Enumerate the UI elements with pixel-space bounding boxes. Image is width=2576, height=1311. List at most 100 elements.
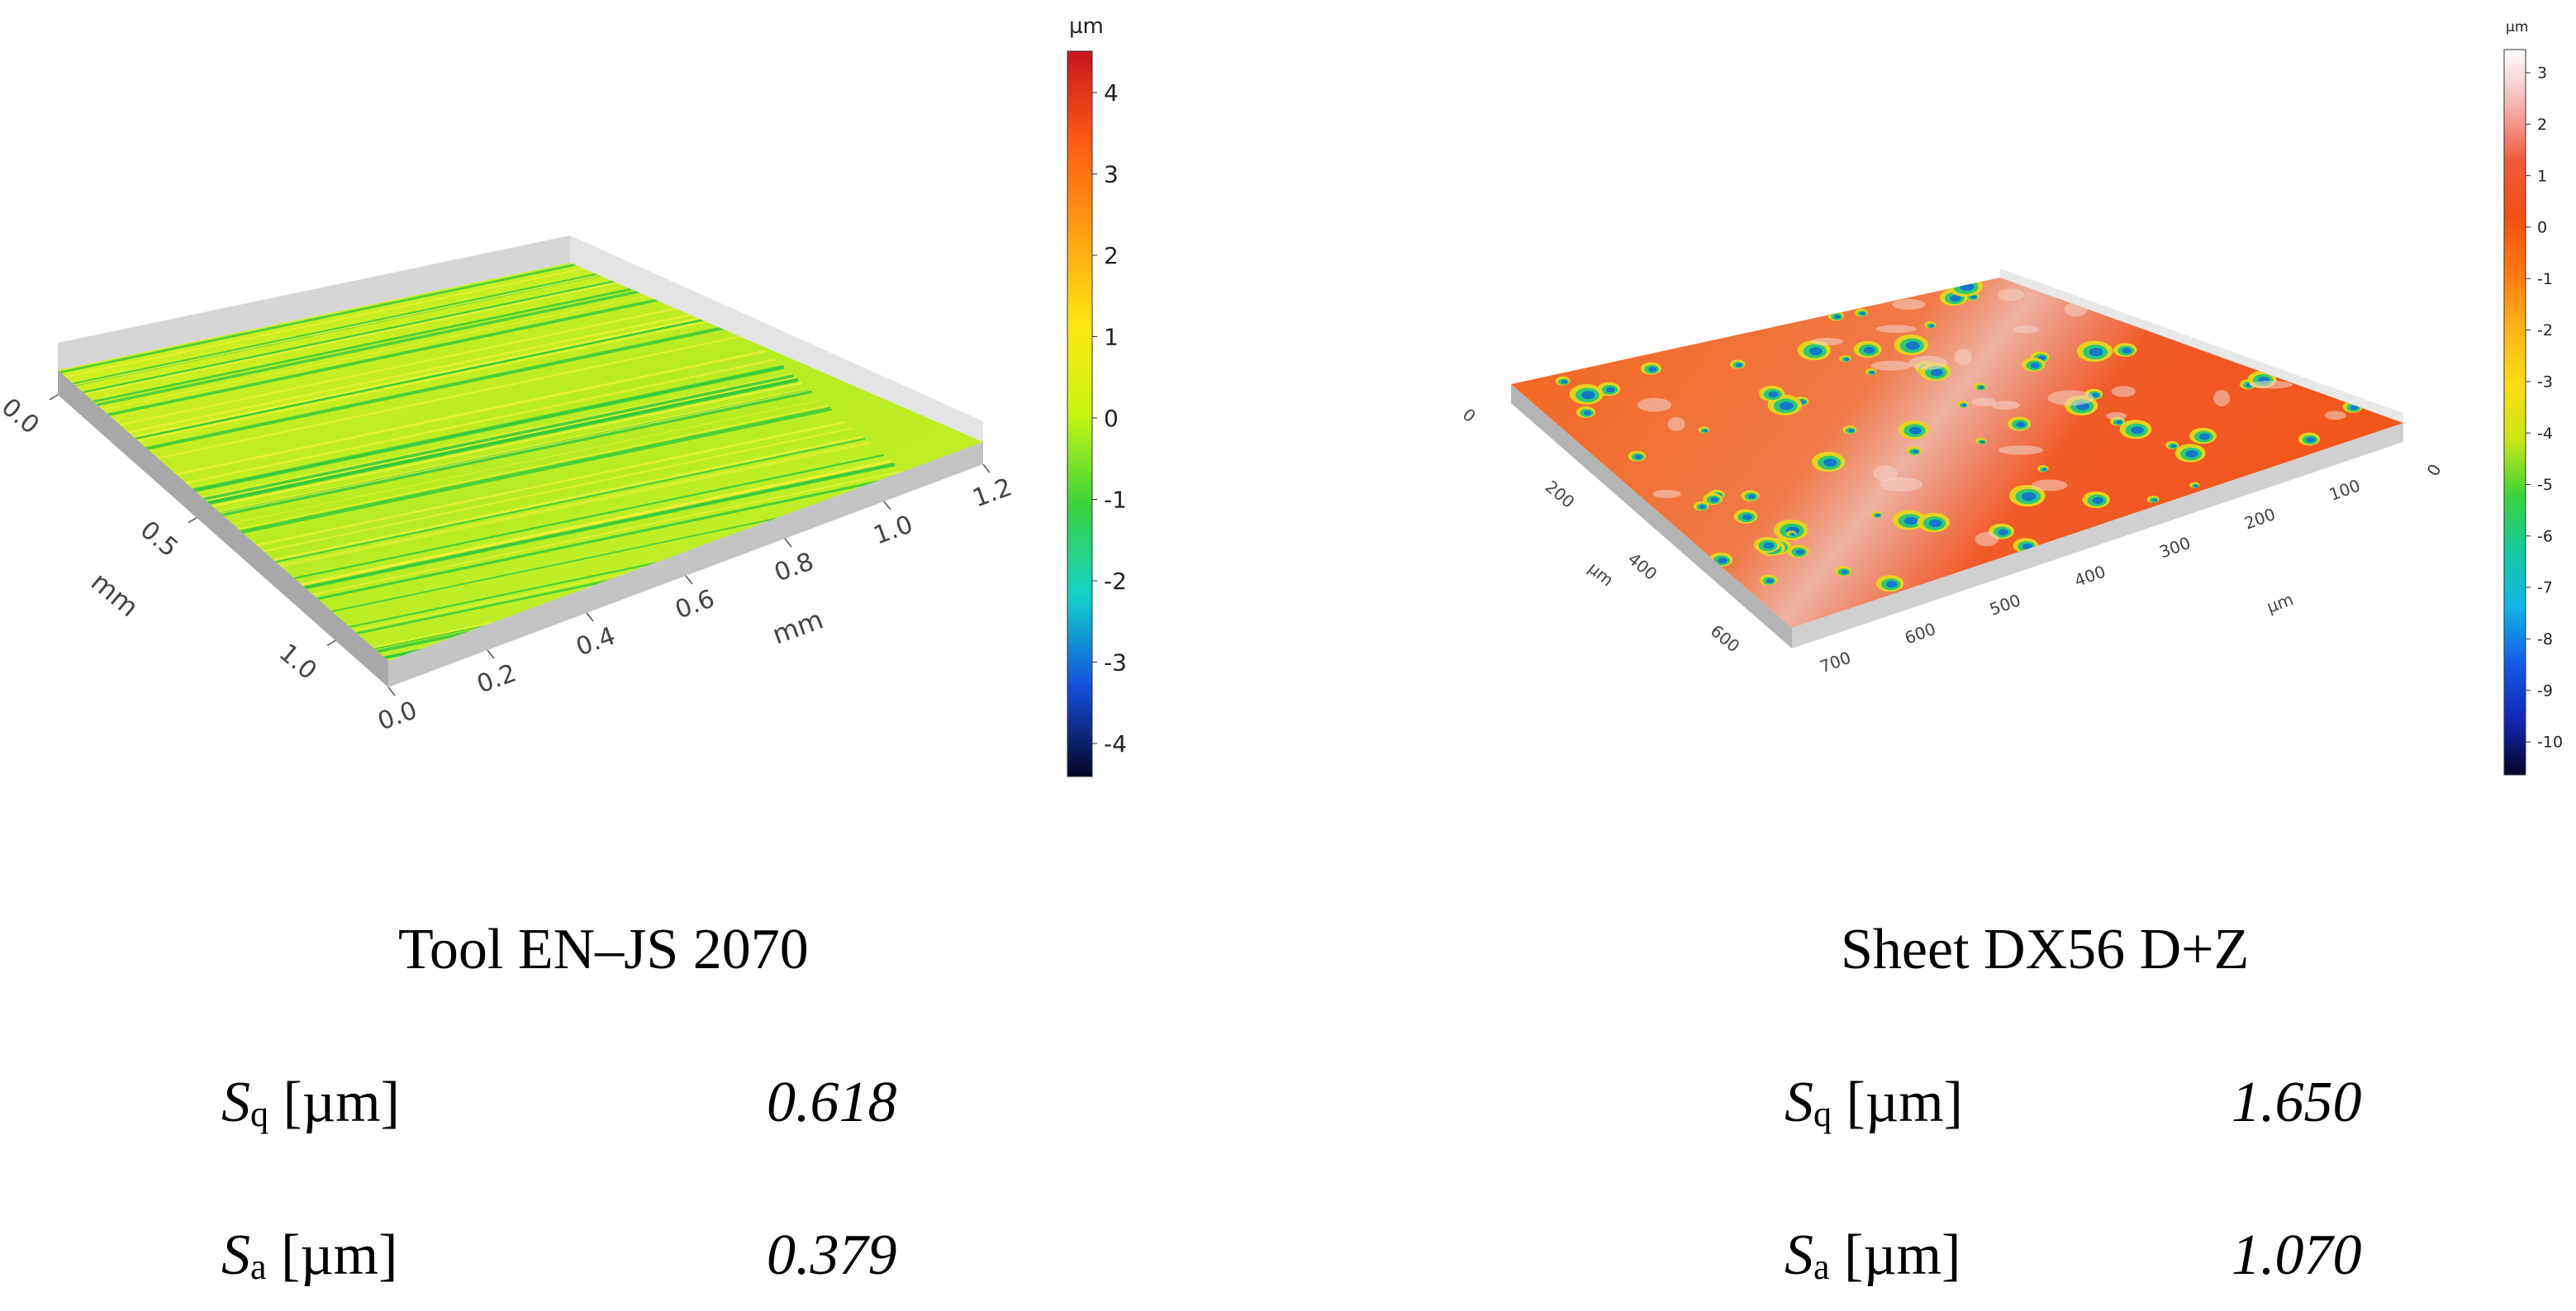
pit-bottom xyxy=(1561,380,1568,384)
groove-line xyxy=(272,463,896,596)
sq-value-sheet: 1.650 xyxy=(2231,1071,2362,1134)
tool-colorbar-unit: µm xyxy=(1069,14,1104,39)
surface-highlight xyxy=(1667,416,1685,431)
pit-bottom xyxy=(1581,391,1595,400)
groove-line xyxy=(188,389,810,521)
x-axis-label: mm xyxy=(768,603,828,650)
groove-line xyxy=(161,366,785,500)
surface-back-wall xyxy=(58,235,570,370)
tool-colorbar-tick-label: 1 xyxy=(1104,323,1119,350)
pit-bottom xyxy=(1763,542,1775,549)
surface-right-wall xyxy=(570,235,983,442)
groove-line xyxy=(209,408,833,541)
sheet-colorbar-tick-label: -5 xyxy=(2537,476,2553,494)
sa-value-tool: 0.379 xyxy=(767,1223,897,1287)
front-tick-label: 600 xyxy=(1707,621,1744,657)
pit-bottom xyxy=(2030,363,2040,368)
surface-highlight xyxy=(2013,325,2039,334)
sheet-back-wall xyxy=(2000,268,2403,423)
pit-bottom xyxy=(1795,549,1804,555)
x-tick-label: 1.2 xyxy=(969,473,1016,513)
pit-bottom xyxy=(1929,324,1935,327)
groove-line xyxy=(113,323,737,458)
surface-highlight xyxy=(1954,349,1972,365)
surface-base-front xyxy=(388,442,983,687)
pit-bottom xyxy=(1808,347,1823,355)
tool-colorbar-tick-label: 3 xyxy=(1104,160,1119,188)
sq-value-tool: 0.618 xyxy=(767,1071,897,1134)
groove-line xyxy=(95,308,719,440)
pit-bottom xyxy=(2306,437,2316,443)
tool-colorbar-tick-label: 2 xyxy=(1104,242,1119,269)
groove-line xyxy=(261,454,885,587)
right-tick-label: 200 xyxy=(2241,504,2278,534)
pit-bottom xyxy=(2185,450,2198,458)
groove-line xyxy=(240,435,863,568)
groove-line xyxy=(87,301,710,433)
surface-base-side xyxy=(58,370,388,687)
pit-bottom xyxy=(1961,403,1967,407)
pit-bottom xyxy=(1912,449,1919,454)
groove-line xyxy=(205,405,828,537)
sheet-colorbar-tick-label: -4 xyxy=(2537,425,2553,443)
groove-line xyxy=(173,377,796,509)
pit-bottom xyxy=(1748,494,1756,499)
surface-highlight xyxy=(1998,445,2044,455)
zinc-pits xyxy=(1555,278,2363,592)
groove-line xyxy=(58,270,675,401)
sheet-colorbar-tick-label: -1 xyxy=(2537,270,2553,288)
groove-line xyxy=(198,399,822,531)
x-tick-mark xyxy=(883,501,891,511)
pit-bottom xyxy=(1905,341,1920,350)
y-tick-mark xyxy=(49,394,59,401)
pit-bottom xyxy=(1710,497,1718,502)
x-tick-mark xyxy=(487,649,495,659)
pit-bottom xyxy=(1930,368,1943,377)
pit-bottom xyxy=(2042,468,2047,471)
sheet-colorbar-tick-label: -7 xyxy=(2537,579,2553,597)
pit-bottom xyxy=(2016,421,2026,428)
surface-highlight xyxy=(1991,401,2020,410)
groove-line xyxy=(153,359,776,492)
y-tick-label: 1.0 xyxy=(273,639,322,686)
sheet-base-side xyxy=(1511,384,1792,648)
groove-line xyxy=(186,388,810,520)
x-tick-label: 0.0 xyxy=(374,696,421,736)
pit-bottom xyxy=(2131,426,2144,435)
sheet-colorbar-tick-label: 1 xyxy=(2537,167,2547,185)
pit-bottom xyxy=(1736,363,1742,368)
pit-bottom xyxy=(1903,516,1918,525)
surface-highlight xyxy=(2047,390,2094,406)
tool-colorbar-tick-label: -2 xyxy=(1104,568,1127,595)
pit-bottom xyxy=(1768,391,1779,398)
pit-bottom xyxy=(1959,282,1975,292)
right-tick-label: 100 xyxy=(2326,475,2363,505)
right-axis-label: µm xyxy=(2265,589,2296,617)
groove-line xyxy=(105,316,728,449)
pit-bottom xyxy=(1844,358,1850,361)
surface-highlight xyxy=(1811,337,1843,346)
pit-bottom xyxy=(1790,533,1795,536)
x-tick-label: 0.2 xyxy=(473,658,520,699)
pit-bottom xyxy=(1848,429,1855,433)
groove-line xyxy=(279,470,903,602)
sheet-colorbar-tick-label: -6 xyxy=(2537,527,2553,545)
sheet-colorbar-tick-label: -10 xyxy=(2537,734,2563,752)
groove-line xyxy=(241,436,865,569)
surface-highlight xyxy=(1971,397,1997,406)
groove-line xyxy=(189,390,812,524)
surface-highlight xyxy=(1652,489,1681,499)
pit-bottom xyxy=(1742,514,1752,520)
pit-bottom xyxy=(1766,578,1774,583)
groove-line xyxy=(58,263,655,385)
y-axis-label: mm xyxy=(85,566,145,623)
front-axis-label: µm xyxy=(1585,558,1618,590)
surface-highlight xyxy=(1891,299,1926,310)
sa-label-sheet: Sa [µm] xyxy=(1785,1223,1961,1287)
groove-line xyxy=(125,334,748,467)
pit-bottom xyxy=(1885,581,1898,588)
pit-bottom xyxy=(1860,311,1866,316)
pit-bottom xyxy=(2092,496,2103,504)
groove-line xyxy=(171,373,794,508)
surface-highlight xyxy=(2324,411,2346,420)
